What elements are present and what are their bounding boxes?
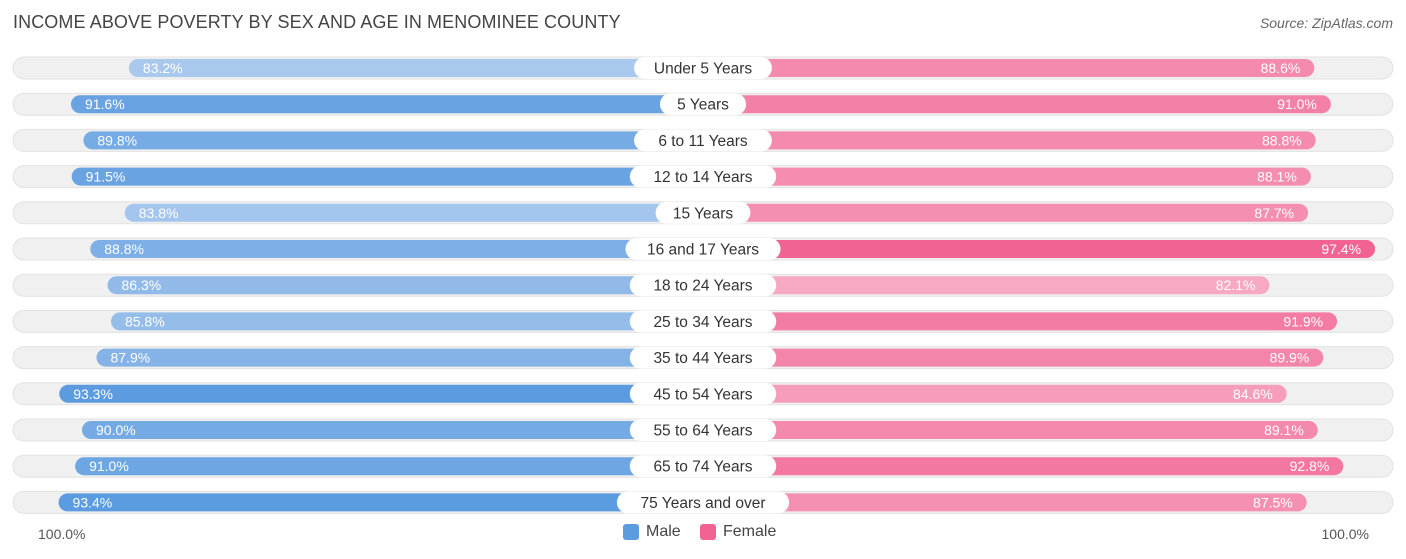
female-value-label: 88.8% xyxy=(1262,132,1302,148)
male-bar xyxy=(83,131,703,150)
female-value-label: 84.6% xyxy=(1233,386,1273,402)
male-bar xyxy=(58,493,704,512)
category-label: 45 to 54 Years xyxy=(653,386,752,403)
category-pill xyxy=(634,57,772,79)
legend-label-male: Male xyxy=(646,523,681,540)
category-pill xyxy=(629,382,777,405)
male-value-label: 89.8% xyxy=(97,132,137,148)
male-value-label: 85.8% xyxy=(125,313,165,329)
category-label: 55 to 64 Years xyxy=(653,423,752,440)
female-bar xyxy=(703,384,1287,403)
category-pill xyxy=(634,129,772,152)
legend-item-female: Female xyxy=(700,523,776,541)
female-value-label: 87.5% xyxy=(1253,494,1293,510)
female-bar xyxy=(703,59,1315,77)
axis-left-label: 100.0% xyxy=(38,526,86,542)
category-pill xyxy=(625,238,781,260)
axis-right-label: 100.0% xyxy=(1321,526,1369,542)
category-label: 6 to 11 Years xyxy=(658,133,748,150)
male-bar xyxy=(59,384,704,403)
female-bar xyxy=(703,421,1318,439)
female-bar xyxy=(703,276,1270,295)
category-label: 25 to 34 Years xyxy=(653,314,752,331)
male-bar xyxy=(75,457,704,476)
legend-label-female: Female xyxy=(723,523,777,540)
category-pill xyxy=(629,455,777,478)
category-pill xyxy=(629,165,777,188)
male-value-label: 93.4% xyxy=(73,494,113,510)
female-bar xyxy=(703,95,1331,114)
female-value-label: 91.0% xyxy=(1277,96,1317,112)
category-pill xyxy=(629,310,777,333)
male-value-label: 91.6% xyxy=(85,96,125,112)
category-label: 16 and 17 Years xyxy=(647,242,759,259)
category-pill xyxy=(629,274,777,297)
female-value-label: 92.8% xyxy=(1290,458,1330,474)
female-bar xyxy=(703,240,1376,258)
male-value-label: 83.8% xyxy=(139,205,179,221)
legend-item-male: Male xyxy=(623,523,681,541)
male-bar xyxy=(128,59,704,77)
female-value-label: 97.4% xyxy=(1321,241,1361,257)
male-bar xyxy=(70,95,703,114)
male-bar xyxy=(82,421,703,439)
category-label: 18 to 24 Years xyxy=(653,278,752,295)
legend-swatch-female xyxy=(700,524,716,540)
category-pill xyxy=(655,201,751,224)
chart-area: 83.2% 88.6% Under 5 Years 91.6% 91.0% 5 Years… xyxy=(12,56,1394,514)
female-bar xyxy=(703,312,1338,331)
category-pill xyxy=(659,93,747,116)
male-bar xyxy=(124,203,703,222)
legend: Male Female xyxy=(0,523,1406,545)
male-value-label: 90.0% xyxy=(96,422,136,438)
female-value-label: 82.1% xyxy=(1216,277,1256,293)
category-label: 65 to 74 Years xyxy=(653,459,752,476)
female-bar xyxy=(703,167,1311,186)
female-value-label: 91.9% xyxy=(1283,313,1323,329)
category-label: Under 5 Years xyxy=(654,61,752,78)
male-bar xyxy=(107,276,703,295)
female-bar xyxy=(703,493,1307,512)
legend-swatch-male xyxy=(623,524,639,540)
female-value-label: 88.6% xyxy=(1261,60,1301,76)
male-value-label: 88.8% xyxy=(104,241,144,257)
category-label: 15 Years xyxy=(673,205,734,222)
male-value-label: 91.5% xyxy=(86,169,126,185)
female-value-label: 88.1% xyxy=(1257,169,1297,185)
male-bar xyxy=(96,348,704,367)
category-pill xyxy=(629,346,777,369)
female-bar xyxy=(703,131,1316,150)
category-pill xyxy=(629,419,777,441)
female-value-label: 89.9% xyxy=(1270,350,1310,366)
category-pill xyxy=(616,491,790,514)
male-value-label: 93.3% xyxy=(73,386,113,402)
male-value-label: 83.2% xyxy=(143,60,183,76)
source-label: Source: ZipAtlas.com xyxy=(1259,15,1393,31)
category-label: 5 Years xyxy=(677,97,729,114)
male-bar xyxy=(110,312,704,331)
female-bar xyxy=(703,457,1344,476)
category-label: 12 to 14 Years xyxy=(653,169,752,186)
male-bar xyxy=(71,167,703,186)
female-value-label: 89.1% xyxy=(1264,422,1304,438)
male-value-label: 86.3% xyxy=(122,277,162,293)
category-label: 35 to 44 Years xyxy=(653,350,752,367)
female-bar xyxy=(703,348,1324,367)
chart-title: INCOME ABOVE POVERTY BY SEX AND AGE IN M… xyxy=(13,12,621,32)
male-value-label: 87.9% xyxy=(110,350,150,366)
category-label: 75 Years and over xyxy=(641,495,766,512)
female-value-label: 87.7% xyxy=(1254,205,1294,221)
male-value-label: 91.0% xyxy=(89,458,129,474)
female-bar xyxy=(703,203,1309,222)
male-bar xyxy=(90,240,703,258)
